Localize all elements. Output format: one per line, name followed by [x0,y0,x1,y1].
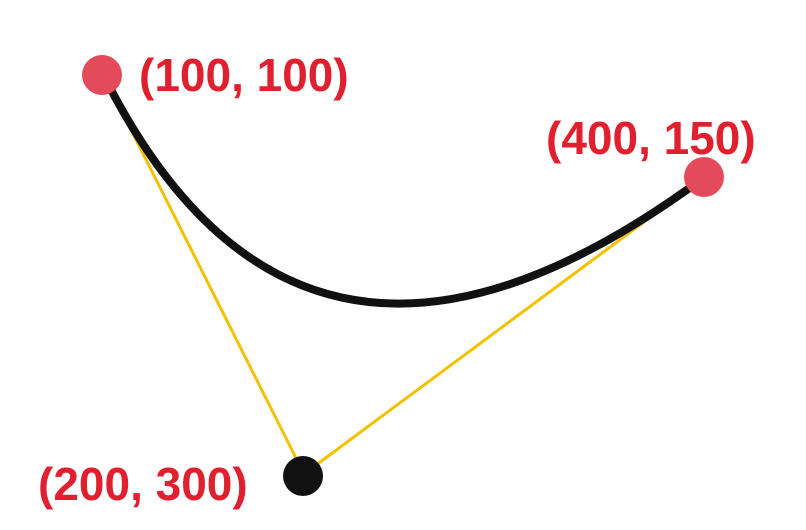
start-point-label: (100, 100) [139,49,349,101]
end-point-label: (400, 150) [546,112,756,164]
start-point-marker [82,55,122,95]
end-point-marker [684,157,724,197]
bezier-curve [100,72,710,308]
control-point-marker [283,456,323,496]
control-point-label: (200, 300) [38,458,248,510]
